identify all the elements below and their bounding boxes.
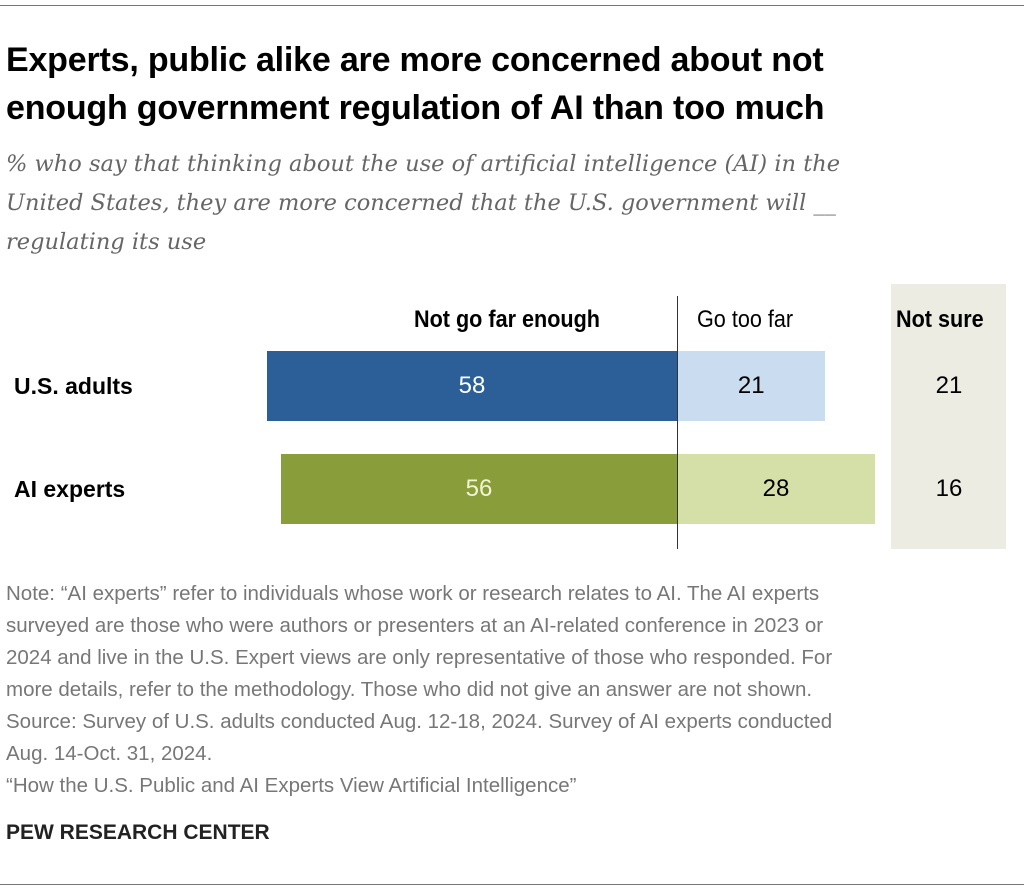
- data-label-not-go-far-enough: 56: [465, 475, 493, 502]
- not-sure-column-background: [891, 284, 1006, 549]
- bar-not-go-far-enough: [266, 351, 677, 421]
- row-label-us-adults: U.S. adults: [14, 373, 133, 399]
- note-line: Source: Survey of U.S. adults conducted …: [6, 710, 833, 733]
- note-line: Aug. 14-Oct. 31, 2024.: [6, 742, 213, 765]
- title-line: Experts, public alike are more concerned…: [6, 41, 824, 79]
- data-label-not-sure: 21: [935, 372, 963, 399]
- data-label-go-too-far: 21: [737, 372, 765, 399]
- note-line: more details, refer to the methodology. …: [6, 678, 813, 701]
- chart-subtitle: % who say that thinking about the use of…: [6, 145, 1016, 262]
- subtitle-line: regulating its use: [6, 229, 207, 255]
- chart-notes: Note: “AI experts” refer to individuals …: [6, 578, 832, 802]
- title-line: enough government regulation of AI than …: [6, 89, 825, 127]
- header-go-too-far: Go too far: [697, 306, 794, 333]
- data-label-go-too-far: 28: [762, 475, 790, 502]
- center-axis-line: [677, 296, 678, 549]
- subtitle-line: % who say that thinking about the use of…: [6, 151, 841, 177]
- bar-go-too-far: [677, 351, 826, 421]
- source-org-logo-text: PEW RESEARCH CENTER: [6, 821, 270, 844]
- note-line: 2024 and live in the U.S. Expert views a…: [6, 646, 833, 669]
- data-label-not-go-far-enough: 58: [458, 372, 486, 399]
- note-line: surveyed are those who were authors or p…: [6, 614, 824, 637]
- note-line: Note: “AI experts” refer to individuals …: [6, 582, 820, 605]
- note-line: “How the U.S. Public and AI Experts View…: [6, 774, 577, 797]
- bar-go-too-far: [677, 454, 875, 524]
- data-label-not-sure: 16: [935, 475, 963, 502]
- bar-not-go-far-enough: [281, 454, 677, 524]
- header-not-sure: Not sure: [896, 306, 984, 333]
- header-not-go-far-enough: Not go far enough: [414, 306, 600, 333]
- row-label-ai-experts: AI experts: [14, 476, 126, 502]
- top-rule: [0, 5, 1024, 6]
- chart-title: Experts, public alike are more concerned…: [6, 36, 1016, 132]
- subtitle-line: United States, they are more concerned t…: [6, 190, 836, 216]
- bottom-rule: [0, 884, 1024, 885]
